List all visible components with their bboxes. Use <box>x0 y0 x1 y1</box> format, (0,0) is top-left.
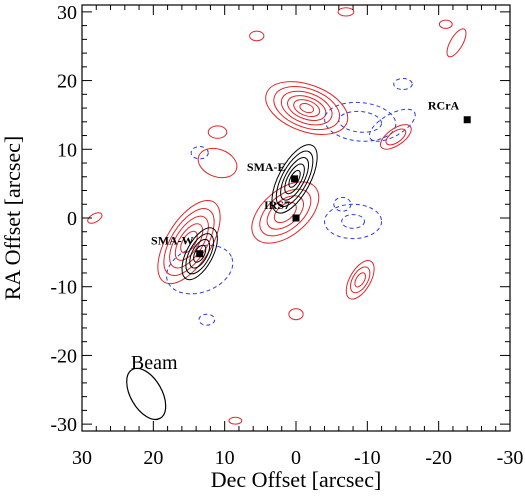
irs7-marker <box>292 214 300 222</box>
x-tick-label: 0 <box>291 447 301 469</box>
y-axis-title: RA Offset [arcsec] <box>0 136 25 301</box>
black-contour-1-level-1 <box>271 144 318 214</box>
beam-label: Beam <box>131 352 178 374</box>
red-contour-3-level-5 <box>180 230 198 254</box>
y-tick-label: 30 <box>57 2 77 24</box>
red-contour-5-level-2 <box>385 128 407 146</box>
y-tick-label: 20 <box>57 71 77 93</box>
red-contour-11-level-1 <box>87 212 103 224</box>
y-tick-label: 10 <box>57 139 77 161</box>
blue-contour-8-level-1 <box>393 78 413 91</box>
x-tick-label: -10 <box>354 447 381 469</box>
blue-contour-3-level-2 <box>341 214 365 229</box>
red-contour-14-level-1 <box>249 30 265 42</box>
red-contour-10-level-1 <box>337 7 355 17</box>
blue-contour-6-level-1 <box>190 146 209 160</box>
x-tick-label: -20 <box>425 447 452 469</box>
black-contour-1-level-2 <box>275 150 314 208</box>
x-axis-title: Dec Offset [arcsec] <box>211 467 382 492</box>
red-contour-2-level-2 <box>259 188 312 237</box>
red-contour-1-level-5 <box>293 99 321 118</box>
x-tick-label: 20 <box>143 447 163 469</box>
black-contour-1-level-5 <box>288 169 301 188</box>
red-contour-9-level-1 <box>438 19 453 29</box>
red-contour-4-level-2 <box>350 266 371 294</box>
red-contour-1-level-2 <box>273 86 341 131</box>
sma-w-marker <box>196 250 204 258</box>
x-tick-label: -30 <box>497 447 524 469</box>
blue-contour-7-level-1 <box>333 196 352 212</box>
tick-layer: 30 20 10 0 -10 -20 -30 30 20 10 0 -10 -20 -30 <box>50 2 523 469</box>
black-contour-1-level-4 <box>284 163 305 195</box>
red-contour-13-level-1 <box>228 416 243 425</box>
red-contour-4-level-1 <box>345 260 375 300</box>
irs7-label: IRS7 <box>264 198 290 212</box>
sma-w-label: SMA-W <box>151 234 194 248</box>
red-contour-7-level-1 <box>207 125 228 139</box>
red-contour-6-level-1 <box>197 147 238 179</box>
black-contour-2-level-2 <box>185 233 215 275</box>
black-contour-2-level-1 <box>181 227 218 281</box>
sma-e-label: SMA-E <box>247 160 286 174</box>
rcra-marker <box>463 116 471 124</box>
x-tick-label: 10 <box>215 447 235 469</box>
y-tick-label: -10 <box>50 277 77 299</box>
y-tick-label: 0 <box>67 208 77 230</box>
blue-contour-3-level-1 <box>324 203 383 240</box>
red-contour-8-level-1 <box>446 28 467 58</box>
blue-contour-2-level-1 <box>368 108 416 142</box>
y-tick-label: -20 <box>50 345 77 367</box>
sma-e-marker <box>291 175 299 183</box>
black-contour-1-level-3 <box>280 157 310 201</box>
blue-contour-1-level-2 <box>338 110 383 133</box>
beam-ellipse <box>126 367 167 421</box>
red-contour-2-level-1 <box>251 181 320 244</box>
blue-contour-1-level-1 <box>324 101 397 142</box>
black-contour-2-level-4 <box>193 244 207 263</box>
red-contour-1-level-1 <box>265 81 349 135</box>
red-contour-12-level-1 <box>288 308 304 321</box>
y-tick-label: -30 <box>50 414 77 436</box>
red-contour-5-level-1 <box>380 124 412 150</box>
red-contour-1-level-6 <box>299 102 315 114</box>
red-contour-4-level-3 <box>354 272 367 288</box>
red-contour-3-level-4 <box>174 223 204 261</box>
red-contour-1-level-4 <box>287 95 327 121</box>
red-contour-1-level-3 <box>280 90 333 126</box>
black-contour-2-level-3 <box>189 238 211 269</box>
x-tick-label: 30 <box>72 447 92 469</box>
blue-contour-5-level-1 <box>198 313 216 326</box>
rcra-label: RCrA <box>428 99 460 113</box>
red-contour-3-level-3 <box>169 215 209 269</box>
source-marker-layer: SMA-E SMA-W IRS7 RCrA Beam <box>126 99 471 421</box>
contour-layer <box>87 7 467 425</box>
red-contour-3-level-2 <box>163 208 215 276</box>
